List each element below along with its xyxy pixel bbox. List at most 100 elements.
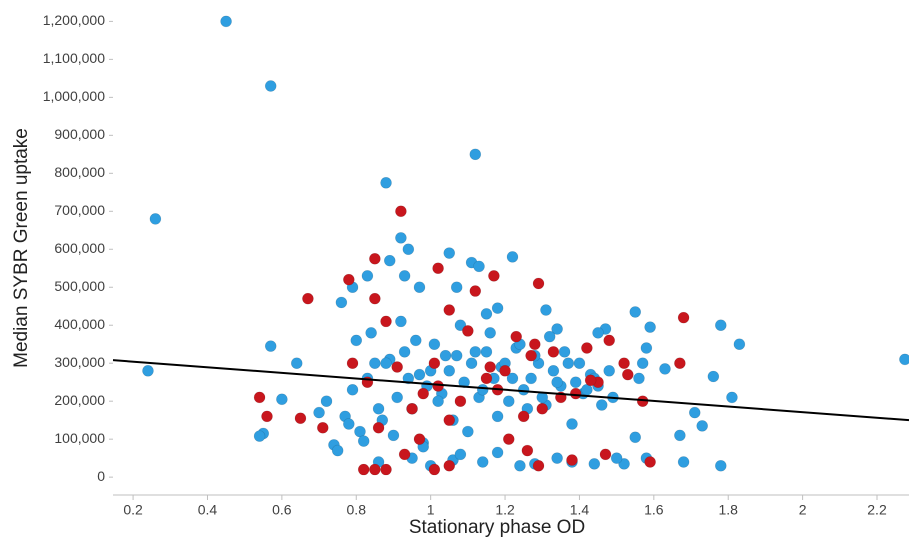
scatter-point xyxy=(313,406,325,419)
scatter-point xyxy=(899,353,909,366)
scatter-point xyxy=(372,421,385,434)
scatter-point xyxy=(536,402,549,415)
scatter-point xyxy=(369,463,381,476)
scatter-point xyxy=(569,387,582,400)
scatter-point xyxy=(543,330,556,343)
scatter-point xyxy=(395,315,407,328)
scatter-point xyxy=(603,365,615,377)
y-tick-label: 0 xyxy=(97,468,105,484)
scatter-point xyxy=(443,365,456,377)
scatter-point xyxy=(402,372,415,385)
scatter-point xyxy=(432,380,444,392)
scatter-point xyxy=(443,304,456,316)
x-tick-label: 0.2 xyxy=(123,502,143,518)
x-tick-label: 1.6 xyxy=(644,502,664,518)
scatter-point xyxy=(413,433,426,445)
scatter-point xyxy=(525,372,537,385)
y-tick-label: 600,000 xyxy=(54,240,105,256)
scatter-point xyxy=(644,321,656,333)
scatter-point xyxy=(502,433,515,445)
scatter-point xyxy=(469,346,482,358)
x-tick-label: 0.4 xyxy=(198,502,218,518)
scatter-point xyxy=(264,80,277,92)
scatter-point xyxy=(450,349,463,362)
scatter-point xyxy=(714,319,727,332)
scatter-point xyxy=(465,357,478,370)
scatter-point xyxy=(621,368,634,381)
scatter-point xyxy=(636,357,649,370)
scatter-point xyxy=(473,260,485,273)
scatter-point xyxy=(387,429,400,442)
scatter-point xyxy=(343,273,355,286)
scatter-point xyxy=(633,372,645,385)
scatter-point xyxy=(276,393,288,406)
y-tick-label: 200,000 xyxy=(54,392,105,408)
scatter-point xyxy=(569,376,582,389)
scatter-point xyxy=(551,323,563,335)
scatter-point xyxy=(443,414,456,426)
scatter-point xyxy=(469,285,482,297)
scatter-point xyxy=(357,435,370,447)
scatter-point xyxy=(369,357,381,370)
y-tick-label: 400,000 xyxy=(54,316,105,332)
scatter-point xyxy=(618,458,630,470)
scatter-point xyxy=(432,395,444,407)
scatter-point xyxy=(409,334,422,347)
scatter-point xyxy=(480,346,493,358)
scatter-point xyxy=(454,395,467,407)
scatter-point xyxy=(380,177,392,189)
scatter-point xyxy=(261,410,273,423)
scatter-point xyxy=(402,243,415,256)
y-tick-label: 300,000 xyxy=(54,354,105,370)
x-axis-title: Stationary phase OD xyxy=(409,517,585,538)
scatter-point xyxy=(480,372,493,385)
scatter-point xyxy=(532,459,545,472)
scatter-point xyxy=(343,418,355,430)
scatter-point xyxy=(469,148,482,161)
x-tick-label: 0.8 xyxy=(347,502,367,518)
scatter-point xyxy=(488,270,500,282)
scatter-point xyxy=(417,387,430,400)
y-tick-label: 1,200,000 xyxy=(43,12,105,28)
scatter-point xyxy=(395,232,407,244)
scatter-point xyxy=(413,368,426,381)
scatter-point xyxy=(302,292,314,305)
scatter-point xyxy=(428,357,441,370)
scatter-point xyxy=(659,363,671,375)
scatter-point xyxy=(558,346,571,358)
scatter-point xyxy=(573,357,586,370)
scatter-point xyxy=(398,448,411,461)
scatter-point xyxy=(443,459,456,472)
scatter-point xyxy=(566,418,578,430)
scatter-point xyxy=(369,292,381,305)
scatter-point xyxy=(439,349,452,362)
scatter-point xyxy=(674,357,686,370)
scatter-point xyxy=(547,365,560,377)
y-tick-label: 1,000,000 xyxy=(43,88,105,104)
scatter-point xyxy=(603,334,615,347)
scatter-point xyxy=(264,340,277,352)
scatter-point xyxy=(588,458,601,470)
scatter-point xyxy=(566,454,578,466)
scatter-point xyxy=(551,376,563,389)
scatter-point xyxy=(629,306,642,318)
scatter-point xyxy=(380,357,392,370)
scatter-point xyxy=(584,374,597,387)
scatter-point xyxy=(484,327,496,339)
x-tick-label: 1 xyxy=(427,502,435,518)
scatter-point xyxy=(398,346,411,358)
scatter-point xyxy=(707,370,720,383)
scatter-point xyxy=(372,402,385,415)
scatter-point xyxy=(361,270,374,282)
scatter-point xyxy=(294,412,307,425)
scatter-point xyxy=(517,383,530,396)
scatter-point xyxy=(331,444,344,457)
scatter-point xyxy=(476,383,489,396)
y-tick-label: 1,100,000 xyxy=(43,50,105,66)
scatter-point xyxy=(220,15,232,28)
x-tick-label: 1.2 xyxy=(495,502,515,518)
scatter-point xyxy=(506,372,519,385)
scatter-point xyxy=(714,459,727,472)
